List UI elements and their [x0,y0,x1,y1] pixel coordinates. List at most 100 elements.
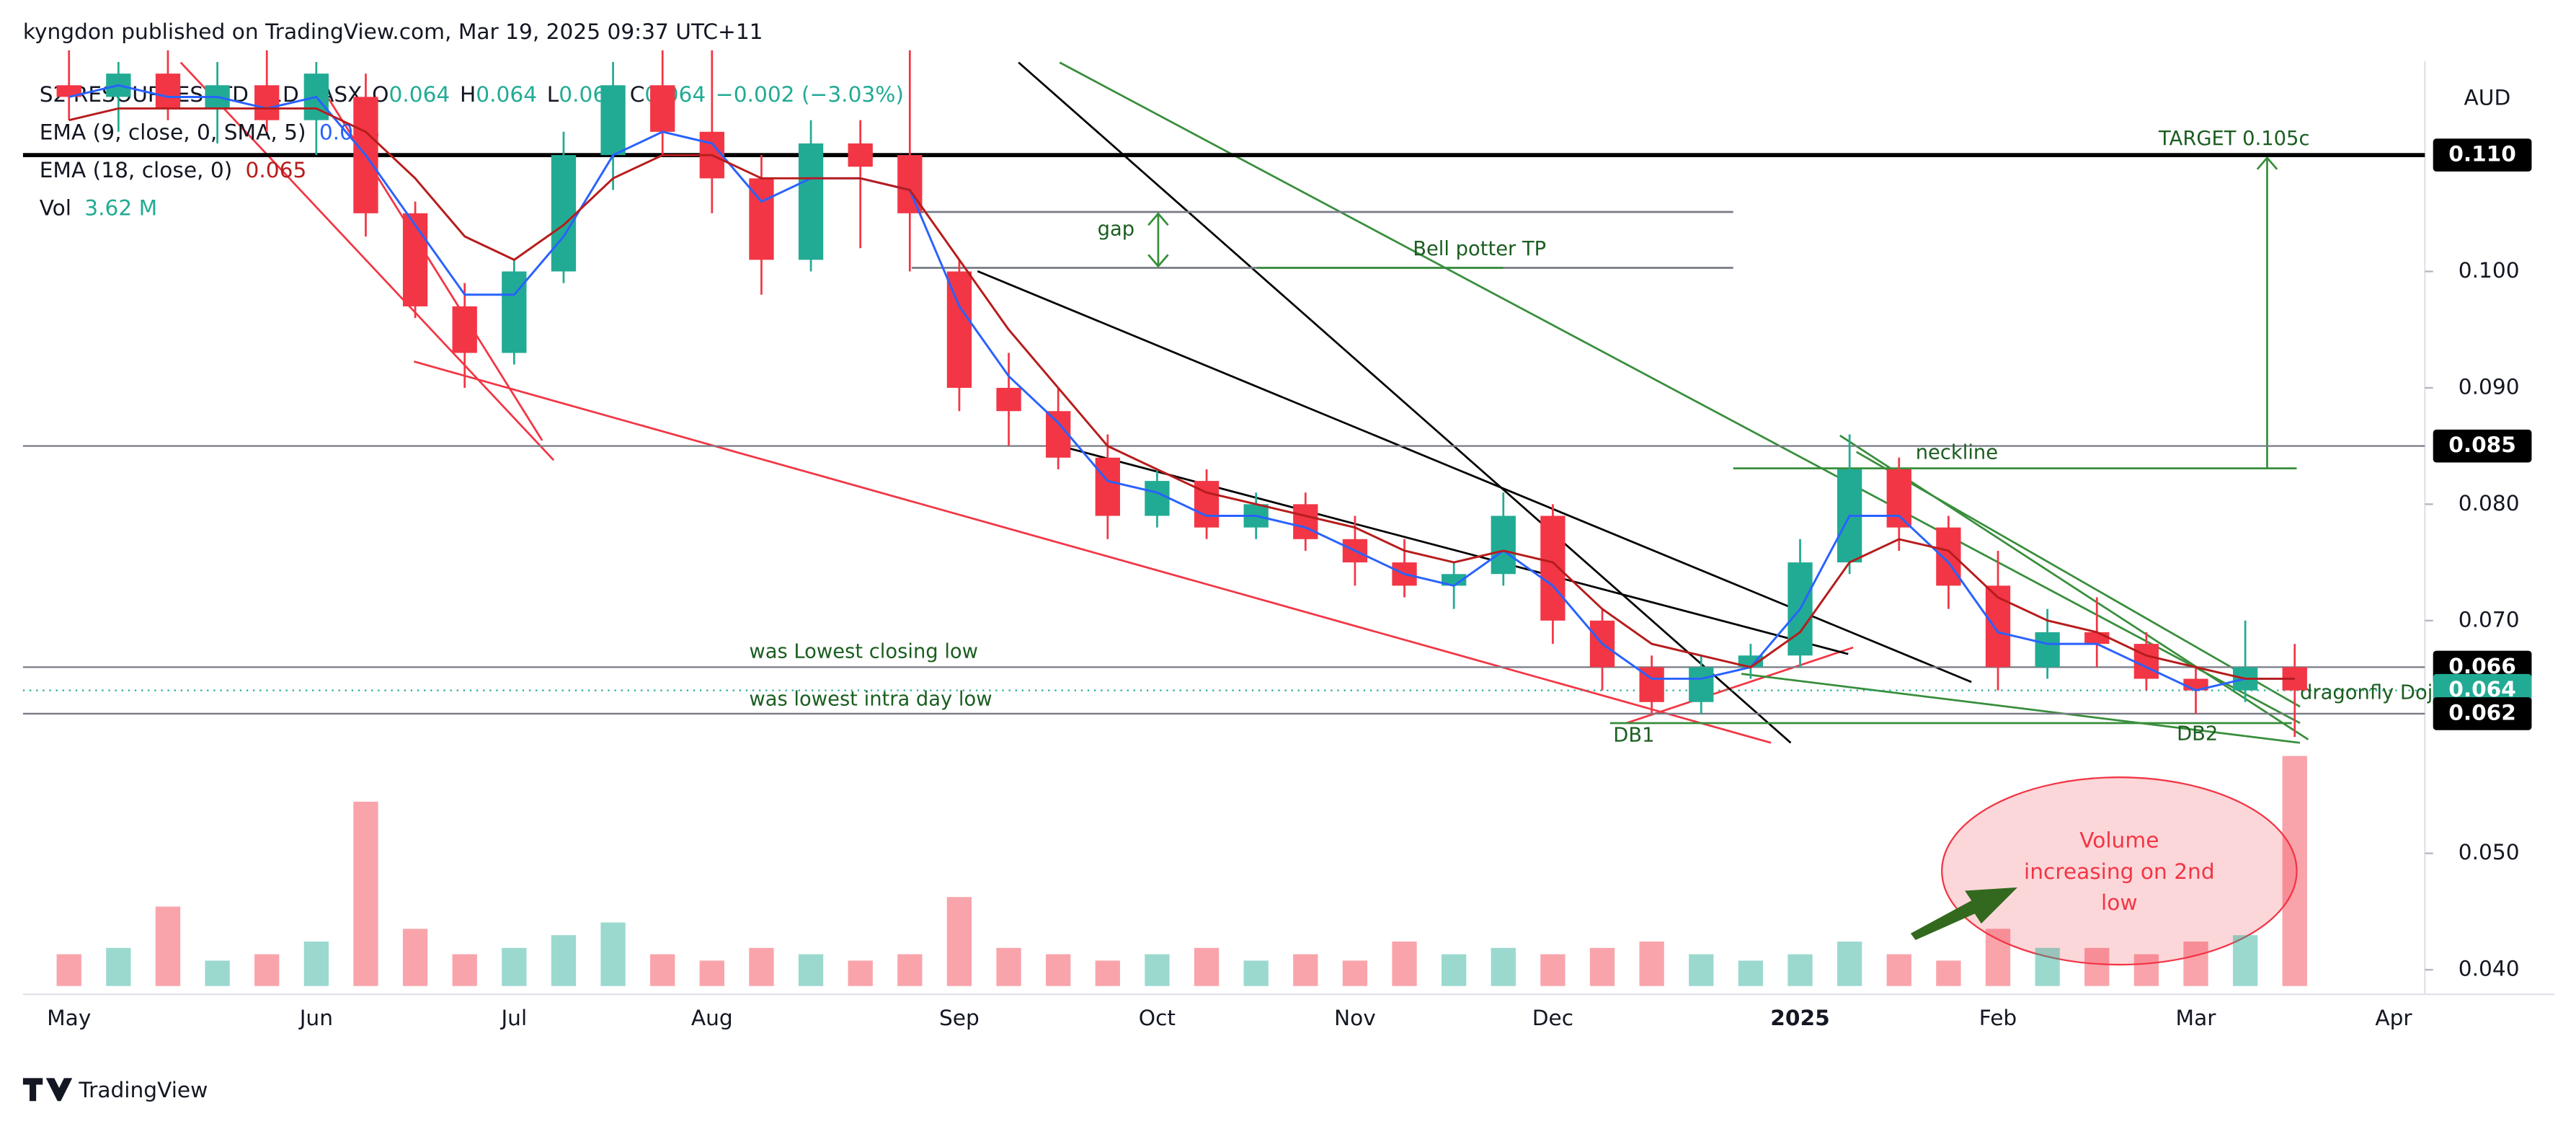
volume-bar [749,947,774,986]
volume-bar [1787,954,1813,986]
candle-body [1689,667,1714,702]
volume-bar [402,929,428,986]
candle-body [897,155,923,213]
ema-value: 0.065 [246,157,307,182]
volume-bar [1392,941,1417,986]
volume-bar [1836,941,1862,986]
volume-bar [254,954,280,986]
volume-bar [303,941,329,986]
volume-bar [155,906,181,986]
annotation: gap [1098,218,1134,241]
volume-bar [551,935,577,986]
volume-bar [1194,947,1220,986]
annotation: was Lowest closing low [749,640,978,663]
volume-bar [452,954,477,986]
candle-body [1293,504,1318,539]
change: −0.002 (−3.03%) [716,81,904,107]
publish-info: kyngdon published on TradingView.com, Ma… [23,19,763,44]
volume-bar [205,960,230,986]
legend-ema9: EMA (9, close, 0, SMA, 5) 0.065 [40,119,381,144]
annotation: Bell potter TP [1413,238,1546,260]
volume-bar [1936,960,1961,986]
note-text: Volume [2079,828,2159,853]
candle-body [1886,469,1911,528]
annotation: neckline [1916,442,1998,464]
candle-body [798,143,824,260]
candle-body [1540,515,1565,621]
volume-bar [2232,935,2258,986]
trend-line [1018,61,1792,744]
trend-line [179,61,555,461]
vol-name: Vol [40,195,71,220]
volume-bar [798,954,824,986]
candle-body [1046,411,1071,458]
trend-line [414,360,1772,744]
volume-bar [699,960,724,986]
ohlc-value: 0.064 [388,81,450,107]
volume-bar [1342,960,1368,986]
volume-bar [650,954,675,986]
volume-bar [106,947,131,986]
volume-bar [1985,929,2011,986]
x-tick-label: May [47,1005,91,1030]
trend-line [1741,673,2301,744]
volume-bar [1243,960,1269,986]
y-tick-label: 0.090 [2459,373,2520,399]
x-tick-label: Apr [2375,1005,2412,1030]
legend-volume: Vol 3.62 M [40,195,158,220]
candle-body [2133,644,2159,679]
price-label: 0.062 [2448,699,2516,725]
y-tick-label: 0.050 [2459,839,2520,864]
volume-bar [1442,954,1467,986]
candle-body [946,271,972,388]
arrow-head [1147,212,1169,226]
ema-name: EMA (9, close, 0, SMA, 5) [40,119,306,144]
candle-body [1491,515,1516,575]
volume-bar [502,947,527,986]
candle-body [996,387,1021,412]
price-label-box [2433,138,2532,172]
candle-body [402,213,428,306]
volume-bar [1046,954,1071,986]
ohlc-value: 0.064 [476,81,537,107]
trend-line [1059,61,2301,725]
y-tick-label: 0.040 [2459,956,2520,981]
volume-bar [1540,954,1565,986]
volume-bar [1589,947,1615,986]
volume-bar [996,947,1021,986]
trend-line [1855,451,2301,708]
price-label: 0.110 [2448,141,2516,167]
annotation: DB1 [1613,725,1654,747]
candle-body [155,74,181,109]
volume-bar [1095,960,1120,986]
drawings [22,61,2425,744]
candle-body [56,85,81,97]
candle-body [1985,585,2011,668]
logo [22,1078,73,1102]
note-text: increasing on 2nd [2024,859,2215,884]
volume-bar [1491,947,1516,986]
y-tick-label: 0.080 [2459,490,2520,515]
note-arrow [1910,887,2018,940]
volume-bar [1293,954,1318,986]
ohlc-key: H [460,81,476,107]
trend-line [1839,434,2309,740]
y-tick-label: 0.070 [2459,606,2520,632]
annotation: was lowest intra day low [749,689,992,711]
brand: TradingView [78,1077,208,1102]
volume-bar [2183,941,2208,986]
annotation: DB2 [2177,722,2218,745]
x-tick-label: Jul [499,1005,527,1030]
volume-bar [600,922,626,986]
note-ellipse [1941,776,2298,966]
candle-body [254,85,280,120]
volume-bar [2133,954,2159,986]
ema-name: EMA (18, close, 0) [40,157,233,182]
x-tick-label: Oct [1139,1005,1176,1030]
price-label-box [2433,697,2532,730]
price-label-box [2433,429,2532,463]
x-tick-label: Sep [939,1005,980,1030]
x-tick-label: Dec [1532,1005,1573,1030]
